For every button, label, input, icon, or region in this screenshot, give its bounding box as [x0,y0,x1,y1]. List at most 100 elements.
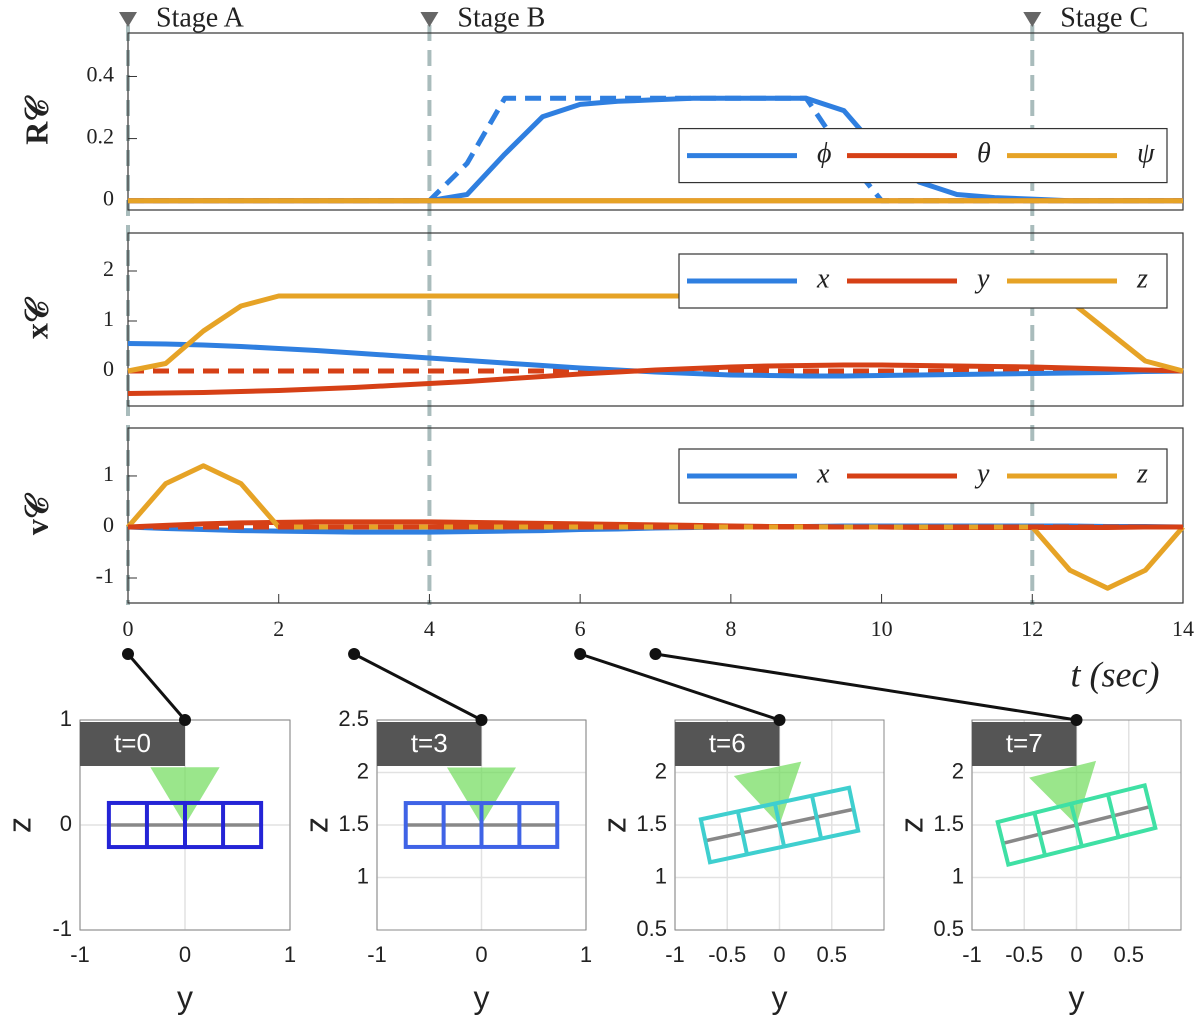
y-tick-label: 0.4 [87,62,115,87]
time-tag-label: t=6 [709,728,746,758]
x-tick-label: 12 [1021,616,1043,641]
stage-marker [119,12,137,27]
legend-label: ψ [1137,138,1155,169]
connector-dot [773,714,786,726]
x-tick-label: 0 [475,942,487,967]
body-divider [772,803,787,847]
y-tick-label: 1 [952,863,964,888]
x-tick-label: 10 [871,616,893,641]
legend-label: x [816,458,830,489]
y-tick-label: 2 [357,758,369,783]
axes-box [127,232,1184,407]
connector-dot [475,714,488,726]
stage-label: Stage C [1060,2,1148,33]
axes-box [127,427,1184,604]
x-tick-label: -1 [962,942,982,967]
y-tick-label: 1 [103,306,114,331]
x-tick-label: 0 [1070,942,1082,967]
camera-cone [447,767,516,825]
series-line [127,362,1184,396]
x-axis-label: y [474,979,490,1015]
time-tag [80,722,185,766]
x-axis-label: y [1069,979,1085,1015]
y-tick-label: 1 [103,461,114,486]
y-axis-label: v𝒞 [18,492,54,535]
x-tick-label: 0.5 [816,942,847,967]
y-tick-label: 2 [103,256,114,281]
legend-label: ϕ [817,138,832,169]
x-tick-label: -0.5 [708,942,746,967]
stage-label: Stage B [457,2,545,33]
time-tag-label: t=3 [411,728,448,758]
x-tick-label: 2 [273,616,284,641]
drone-body [698,761,861,865]
x-tick-label: -1 [367,942,387,967]
y-axis-label: z [1,817,37,833]
y-tick-label: 0.2 [87,124,115,149]
y-axis-label: z [596,817,632,833]
x-tick-label: -0.5 [1005,942,1043,967]
axes-box [127,32,1184,211]
stage-label: Stage A [156,2,245,33]
x-tick-label: 1 [284,942,296,967]
y-tick-label: 0 [60,811,72,836]
body-divider [1032,812,1047,856]
connector [353,652,483,722]
x-tick-label: 4 [424,616,435,641]
y-tick-label: 0 [103,512,114,537]
y-tick-label: 1.5 [636,811,667,836]
x-tick-label: 0.5 [1113,942,1144,967]
y-tick-label: 2 [655,758,667,783]
y-tick-label: 2.5 [338,706,369,731]
x-tick-label: -1 [665,942,685,967]
legend-label: y [974,263,990,294]
camera-cone [1029,760,1097,825]
legend-label: z [1136,263,1148,294]
connector [655,652,1077,722]
y-tick-label: 0 [103,356,114,381]
legend-label: z [1136,458,1148,489]
x-axis-label: y [177,979,193,1015]
connector-dot [122,648,134,660]
connector-dot [1070,714,1083,726]
y-tick-label: 0 [103,186,114,211]
y-axis-label: z [298,817,334,833]
body-frame [403,801,560,849]
x-tick-label: 0 [123,616,134,641]
y-axis-label: x𝒞 [18,296,54,339]
body-frame [698,785,861,865]
y-tick-label: 1.5 [338,811,369,836]
connector-dot [649,648,662,660]
connector-dot [348,648,361,660]
body-divider [810,795,824,840]
stage-marker [1023,12,1042,27]
y-tick-label: 1 [655,863,667,888]
time-tag [972,722,1077,766]
camera-cone [150,767,220,825]
legend-label: θ [977,138,991,169]
camera-cone [733,761,802,825]
x-axis-label: y [772,979,788,1015]
legend-label: x [816,263,830,294]
body-divider [1106,794,1121,838]
x-tick-label: 14 [1172,616,1194,641]
y-tick-label: 2 [952,758,964,783]
connector-dot [574,648,587,660]
x-tick-label: 8 [725,616,736,641]
drone-body [106,767,264,850]
y-tick-label: 0.5 [933,916,964,941]
legend-label: y [974,458,990,489]
y-axis-label: R𝒞 [18,95,54,145]
time-tag [377,722,482,766]
connector [126,653,187,721]
y-tick-label: 1.5 [933,811,964,836]
body-frame [995,782,1158,868]
y-tick-label: 1 [357,863,369,888]
y-tick-label: 1 [60,706,72,731]
y-tick-label: -1 [52,916,72,941]
time-tag [675,722,780,766]
drone-body [995,760,1158,868]
time-tag-label: t=0 [114,728,151,758]
x-tick-label: 1 [580,942,592,967]
